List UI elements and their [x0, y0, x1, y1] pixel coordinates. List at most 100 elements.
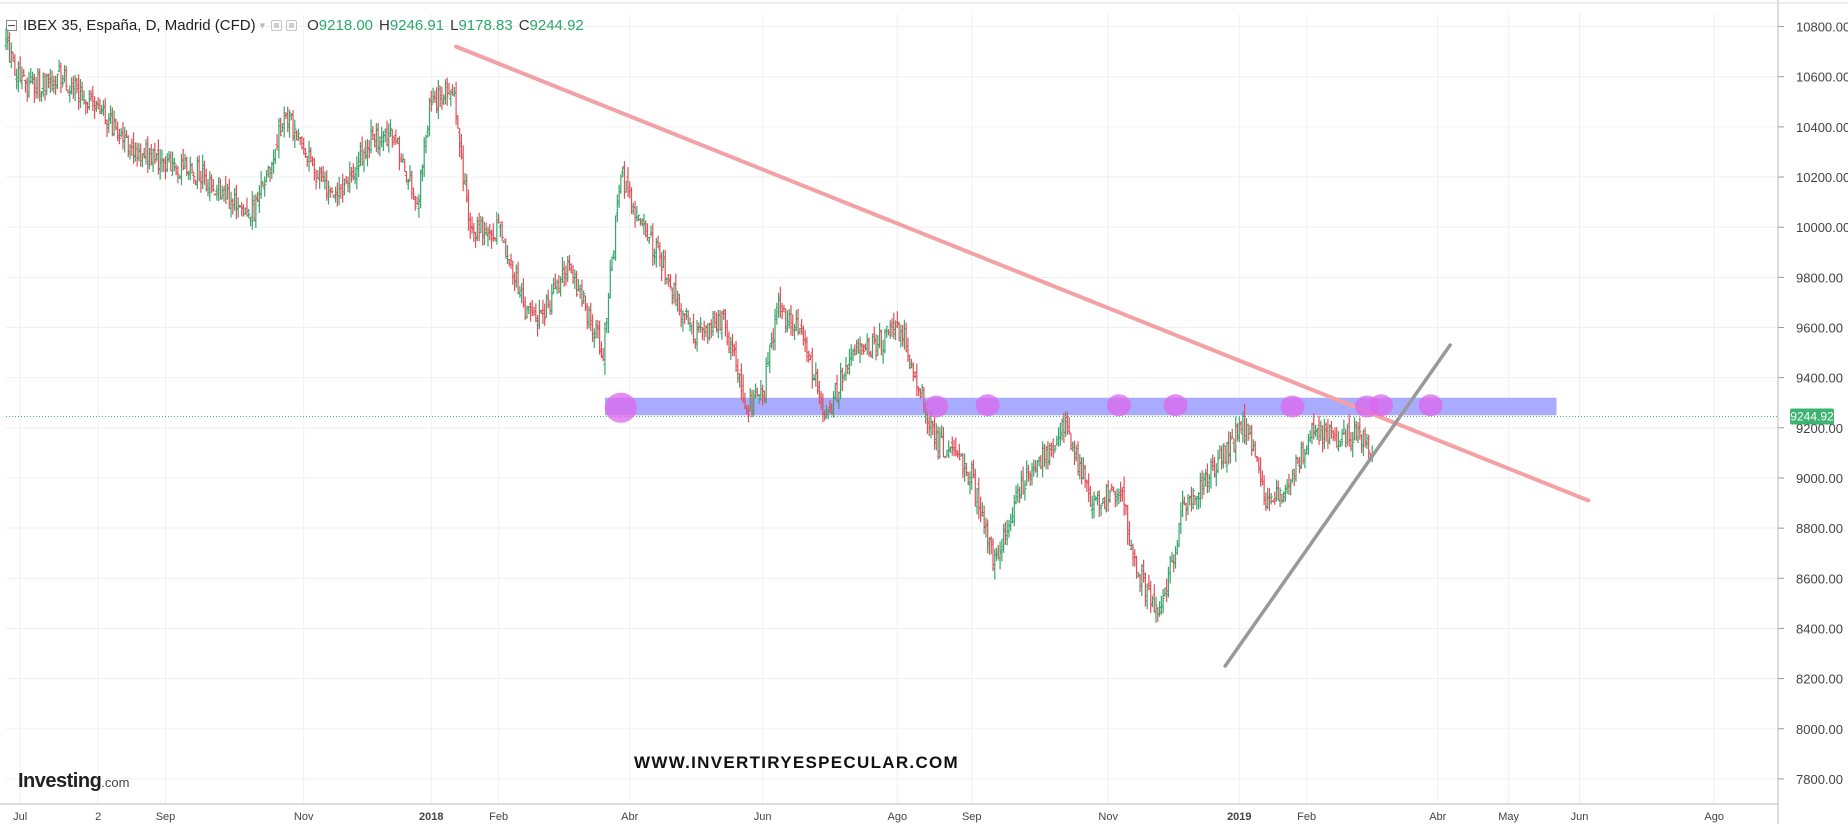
ohlc-bar — [840, 367, 844, 392]
ohlc-bar — [314, 170, 318, 190]
ohlc-bar — [746, 405, 751, 423]
uptrend-line[interactable] — [1223, 343, 1452, 668]
ohlc-bar — [224, 175, 228, 204]
chart-grid — [6, 14, 1778, 804]
y-tick-label: 8000.00 — [1796, 722, 1843, 737]
ohlc-bar — [388, 119, 393, 137]
ohlc-bar — [247, 208, 251, 219]
ohlc-bar — [862, 344, 866, 355]
x-tick-label: Feb — [1297, 811, 1316, 823]
x-tick-label: Abr — [1429, 811, 1446, 823]
ohlc-bar — [1230, 428, 1234, 439]
ohlc-bar — [217, 177, 221, 202]
investing-logo[interactable]: Investing.com — [18, 770, 129, 793]
y-tick-label: 10000.00 — [1796, 220, 1848, 235]
x-tick-label: Sep — [962, 811, 982, 823]
ohlc-bar — [1154, 596, 1158, 623]
ohlc-bar — [413, 195, 417, 211]
ohlc-bar — [550, 284, 554, 315]
ohlc-bar — [647, 236, 651, 245]
touch-marker[interactable] — [924, 395, 949, 418]
ohlc-bar — [445, 77, 449, 106]
ohlc-bar — [1269, 493, 1273, 505]
ohlc-bar — [1342, 419, 1346, 436]
ohlc-bar — [330, 187, 334, 194]
ohlc-bar — [287, 109, 292, 138]
ohlc-bar — [500, 221, 504, 242]
watermark-text: WWW.INVERTIRYESPECULAR.COM — [634, 753, 959, 772]
ohlc-bar — [429, 90, 433, 112]
time-axis: Jul 2 Sep Nov 2018 Feb Abr Jun Ago Sep Nov 2019 Feb A… — [13, 811, 1724, 823]
logo-suffix: .com — [101, 775, 130, 790]
ohlc-bar — [637, 214, 641, 222]
ohlc-bar — [9, 42, 13, 69]
low-label: L — [450, 16, 459, 34]
x-tick-label: Abr — [621, 811, 638, 823]
support-zone-layer — [604, 397, 1557, 416]
x-tick-label: Nov — [294, 811, 314, 823]
ohlc-bar — [282, 106, 286, 138]
ohlc-bar — [1108, 489, 1112, 503]
touch-marker[interactable] — [1369, 394, 1394, 417]
ohlc-bar — [1023, 480, 1027, 501]
ohlc-series — [4, 28, 1374, 623]
touch-marker[interactable] — [1280, 395, 1305, 418]
chevron-down-icon[interactable]: ▾ — [259, 19, 266, 32]
y-tick-label: 7800.00 — [1796, 772, 1843, 787]
y-tick-label: 8800.00 — [1796, 521, 1843, 536]
ohlc-bar — [211, 178, 215, 192]
ohlc-bar — [1051, 438, 1055, 459]
x-tick-label: May — [1498, 811, 1519, 823]
downtrend-line[interactable] — [454, 44, 1591, 503]
x-tick-label: Ago — [888, 811, 908, 823]
symbol-title[interactable]: IBEX 35, España, D, Madrid (CFD) — [23, 16, 256, 34]
logo-main: Investing — [18, 770, 102, 792]
settings-icon[interactable] — [271, 19, 283, 31]
close-value: 9244.92 — [529, 16, 584, 34]
ohlc-bar — [1278, 487, 1282, 508]
x-tick-label: Ago — [1704, 811, 1724, 823]
ohlc-bar — [293, 119, 297, 148]
touch-marker[interactable] — [1163, 394, 1188, 417]
x-tick-label: Jun — [754, 811, 772, 823]
y-tick-label: 9800.00 — [1796, 270, 1843, 285]
high-label: H — [379, 16, 390, 34]
touch-marker[interactable] — [1418, 394, 1443, 417]
open-value: 9218.00 — [318, 16, 374, 34]
ohlc-bar — [1289, 478, 1293, 496]
ohlc-bar — [668, 274, 673, 289]
touch-marker[interactable] — [1106, 394, 1131, 417]
ohlc-bar — [497, 213, 501, 224]
ohlc-bar — [1228, 432, 1233, 464]
y-tick-label: 10200.00 — [1796, 170, 1848, 185]
ohlc-bar — [1186, 494, 1190, 516]
y-tick-label: 10600.00 — [1796, 70, 1848, 85]
ohlc-bar — [192, 171, 196, 184]
ohlc-bar — [885, 325, 889, 338]
y-tick-label: 10800.00 — [1796, 20, 1848, 35]
ohlc-bar — [406, 178, 410, 190]
x-tick-label: Jul — [13, 811, 27, 823]
ohlc-bar — [574, 270, 579, 297]
ohlc-bar — [780, 302, 784, 320]
ohlc-bar — [172, 157, 176, 172]
ohlc-bar — [303, 147, 308, 159]
x-tick-label: 2018 — [419, 811, 443, 823]
ohlc-bar — [1067, 417, 1071, 435]
ohlc-bar — [580, 279, 584, 308]
ohlc-bar — [764, 357, 768, 404]
touch-marker[interactable] — [975, 394, 1000, 417]
collapse-icon[interactable] — [6, 19, 17, 31]
touch-marker[interactable] — [604, 392, 637, 423]
x-tick-label: Jun — [1571, 811, 1589, 823]
hide-icon[interactable] — [286, 19, 298, 31]
ohlc-bar — [1221, 443, 1225, 469]
high-value: 9246.91 — [389, 16, 445, 34]
low-value: 9178.83 — [458, 16, 513, 34]
support-zone[interactable] — [604, 397, 1557, 416]
y-tick-label: 9200.00 — [1796, 421, 1843, 436]
ohlc-bar — [342, 178, 347, 196]
ohlc-bar — [55, 73, 59, 90]
